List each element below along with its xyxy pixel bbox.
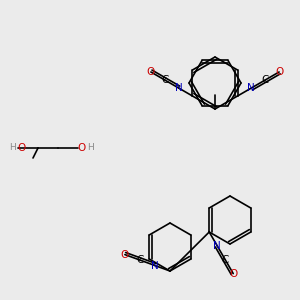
Text: O: O [18,143,26,153]
Text: O: O [147,67,155,77]
Text: N: N [213,241,221,251]
Text: O: O [275,67,283,77]
Text: C: C [221,255,229,265]
Text: C: C [262,75,269,85]
Text: O: O [121,250,129,260]
Text: C: C [136,255,144,265]
Text: O: O [77,143,85,153]
Text: H: H [87,142,94,152]
Text: C: C [161,75,169,85]
Text: H: H [9,142,16,152]
Text: O: O [229,268,237,279]
Text: N: N [175,83,182,93]
Text: N: N [248,83,255,93]
Text: N: N [151,260,159,271]
